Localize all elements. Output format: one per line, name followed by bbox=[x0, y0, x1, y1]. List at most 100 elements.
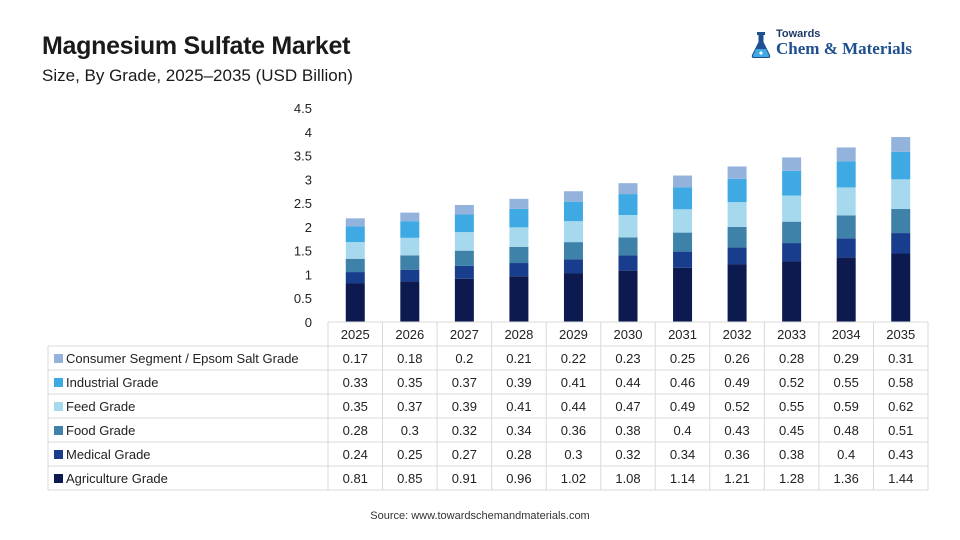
logo-text-name: Chem & Materials bbox=[776, 39, 912, 58]
bar-segment bbox=[345, 272, 365, 284]
data-table-cell: 0.33 bbox=[343, 375, 368, 390]
data-table-cell: 1.21 bbox=[724, 471, 749, 486]
data-table-cell: 0.34 bbox=[670, 447, 695, 462]
data-table-cell: 0.44 bbox=[561, 399, 586, 414]
bar-segment bbox=[782, 195, 802, 222]
bar-segment bbox=[618, 183, 638, 195]
bar-segment bbox=[563, 273, 583, 322]
bar-segment bbox=[563, 242, 583, 260]
data-table-cell: 0.38 bbox=[615, 423, 640, 438]
bar-segment bbox=[727, 247, 747, 265]
data-table-cell: 0.62 bbox=[888, 399, 913, 414]
data-table-cell: 0.29 bbox=[834, 351, 859, 366]
bar-segment bbox=[454, 278, 474, 322]
brand-logo: Towards Chem & Materials bbox=[748, 28, 933, 64]
bar-segment bbox=[400, 281, 420, 322]
data-table-cell: 0.48 bbox=[834, 423, 859, 438]
bar-segment bbox=[673, 175, 693, 188]
bar-segment bbox=[727, 202, 747, 227]
x-tick-label: 2034 bbox=[832, 327, 861, 342]
bar-segment bbox=[563, 191, 583, 202]
data-table-cell: 0.22 bbox=[561, 351, 586, 366]
bar-segment bbox=[673, 251, 693, 268]
data-table-cell: 0.27 bbox=[452, 447, 477, 462]
bar-segment bbox=[727, 166, 747, 179]
bar-segment bbox=[509, 246, 529, 264]
x-tick-label: 2027 bbox=[450, 327, 479, 342]
bar-segment bbox=[454, 205, 474, 215]
bar-segment bbox=[454, 250, 474, 266]
legend-label: Food Grade bbox=[66, 423, 135, 438]
data-table-cell: 0.59 bbox=[834, 399, 859, 414]
bar-segment bbox=[673, 232, 693, 252]
data-table-cell: 1.36 bbox=[834, 471, 859, 486]
bar-segment bbox=[563, 201, 583, 222]
data-table-cell: 0.17 bbox=[343, 351, 368, 366]
data-table-cell: 0.25 bbox=[397, 447, 422, 462]
bar-segment bbox=[782, 221, 802, 244]
data-table-cell: 0.28 bbox=[779, 351, 804, 366]
data-table-cell: 0.41 bbox=[506, 399, 531, 414]
data-table-cell: 0.41 bbox=[561, 375, 586, 390]
legend-swatch bbox=[54, 378, 63, 387]
x-tick-label: 2030 bbox=[614, 327, 643, 342]
bar-segment bbox=[891, 253, 911, 322]
data-table-cell: 0.39 bbox=[506, 375, 531, 390]
source-note: Source: www.towardschemandmaterials.com bbox=[370, 510, 590, 522]
data-table-cell: 0.91 bbox=[452, 471, 477, 486]
legend-label: Medical Grade bbox=[66, 447, 151, 462]
bar-segment bbox=[563, 259, 583, 274]
y-tick-label: 1 bbox=[305, 267, 312, 282]
y-tick-label: 2 bbox=[305, 220, 312, 235]
bar-segment bbox=[836, 161, 856, 188]
x-tick-label: 2031 bbox=[668, 327, 697, 342]
data-table-cell: 0.28 bbox=[506, 447, 531, 462]
bar-segment bbox=[836, 257, 856, 322]
x-tick-label: 2033 bbox=[777, 327, 806, 342]
bar-segment bbox=[891, 179, 911, 209]
data-table-cell: 0.3 bbox=[401, 423, 419, 438]
bar-segment bbox=[673, 267, 693, 322]
data-table-cell: 1.28 bbox=[779, 471, 804, 486]
data-table-cell: 0.3 bbox=[564, 447, 582, 462]
x-tick-label: 2035 bbox=[886, 327, 915, 342]
legend-swatch bbox=[54, 354, 63, 363]
bar-segment bbox=[782, 170, 802, 196]
bar-segment bbox=[673, 209, 693, 233]
logo-text-towards: Towards bbox=[776, 28, 821, 40]
data-table-cell: 0.58 bbox=[888, 375, 913, 390]
data-table-cell: 0.35 bbox=[343, 399, 368, 414]
data-table-cell: 1.14 bbox=[670, 471, 695, 486]
data-table-cell: 0.43 bbox=[724, 423, 749, 438]
bar-segment bbox=[509, 198, 529, 209]
bar-segment bbox=[727, 264, 747, 322]
data-table-cell: 0.96 bbox=[506, 471, 531, 486]
bar-segment bbox=[345, 218, 365, 227]
data-table-cell: 1.44 bbox=[888, 471, 913, 486]
bar-segment bbox=[509, 227, 529, 247]
data-table-cell: 0.47 bbox=[615, 399, 640, 414]
bar-segment bbox=[782, 157, 802, 171]
data-table-cell: 0.34 bbox=[506, 423, 531, 438]
y-tick-label: 4.5 bbox=[294, 101, 312, 116]
x-tick-label: 2028 bbox=[504, 327, 533, 342]
data-table-cell: 0.37 bbox=[397, 399, 422, 414]
data-table-cell: 0.39 bbox=[452, 399, 477, 414]
bar-segment bbox=[509, 263, 529, 277]
data-table-cell: 0.32 bbox=[452, 423, 477, 438]
bar-segment bbox=[400, 237, 420, 256]
data-table-cell: 0.46 bbox=[670, 375, 695, 390]
bar-segment bbox=[618, 215, 638, 238]
bar-segment bbox=[891, 151, 911, 180]
bar-segment bbox=[891, 208, 911, 234]
bar-segment bbox=[836, 187, 856, 216]
y-tick-label: 1.5 bbox=[294, 244, 312, 259]
bar-segment bbox=[345, 226, 365, 243]
bar-segment bbox=[509, 208, 529, 228]
data-table-cell: 1.02 bbox=[561, 471, 586, 486]
data-table-cell: 0.4 bbox=[837, 447, 855, 462]
data-table-cell: 0.23 bbox=[615, 351, 640, 366]
bar-segment bbox=[836, 215, 856, 239]
bar-segment bbox=[454, 214, 474, 233]
